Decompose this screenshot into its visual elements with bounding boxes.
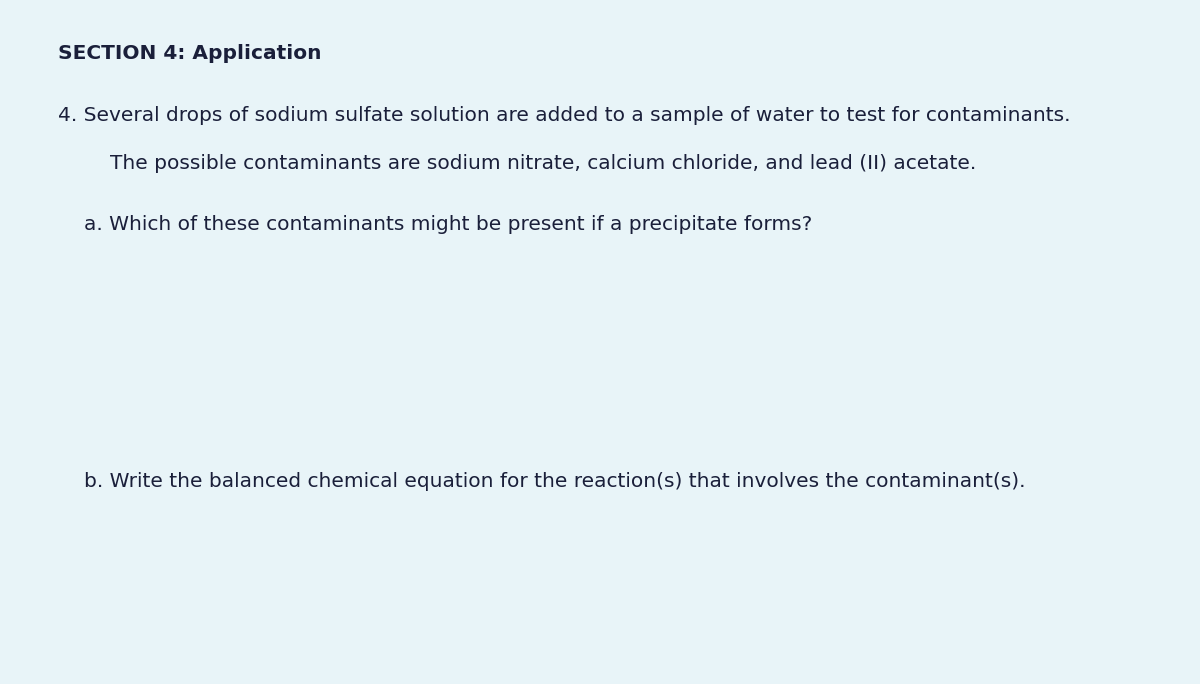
Text: a. Which of these contaminants might be present if a precipitate forms?: a. Which of these contaminants might be … <box>84 215 812 235</box>
Text: SECTION 4: Application: SECTION 4: Application <box>58 44 322 64</box>
Text: 4. Several drops of sodium sulfate solution are added to a sample of water to te: 4. Several drops of sodium sulfate solut… <box>58 106 1070 125</box>
Text: The possible contaminants are sodium nitrate, calcium chloride, and lead (II) ac: The possible contaminants are sodium nit… <box>110 154 977 173</box>
Text: b. Write the balanced chemical equation for the reaction(s) that involves the co: b. Write the balanced chemical equation … <box>84 472 1026 491</box>
